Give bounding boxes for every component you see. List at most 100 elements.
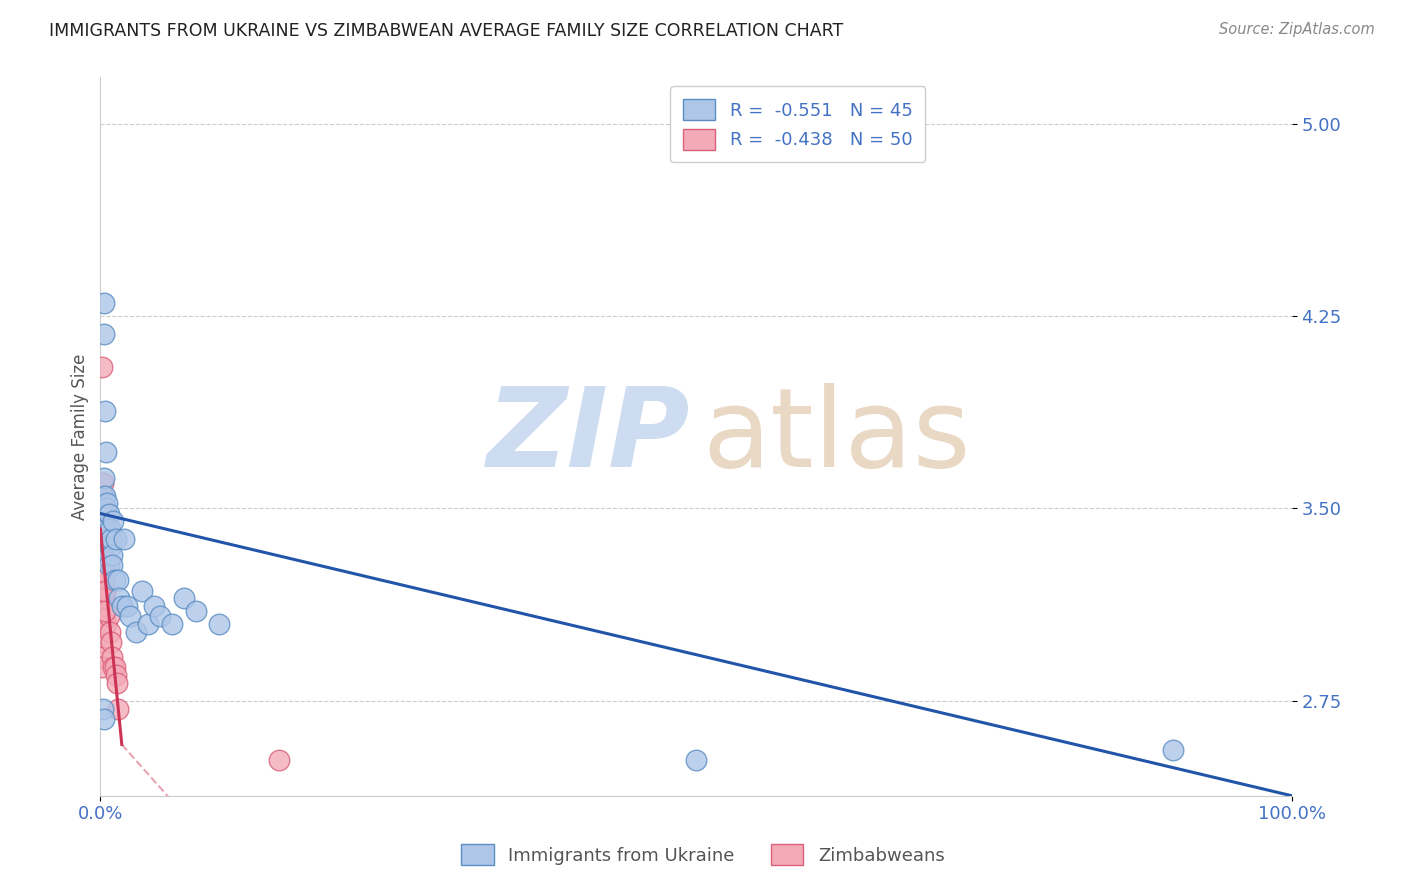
- Point: [90, 507, 112, 521]
- Point: [91, 558, 114, 572]
- Legend: R =  -0.551   N = 45, R =  -0.438   N = 50: R = -0.551 N = 45, R = -0.438 N = 50: [671, 87, 925, 162]
- Y-axis label: Average Family Size: Average Family Size: [72, 353, 89, 520]
- Text: Source: ZipAtlas.com: Source: ZipAtlas.com: [1219, 22, 1375, 37]
- Point: [93, 553, 115, 567]
- Point: [101, 548, 124, 562]
- Point: [108, 591, 131, 606]
- Point: [97, 609, 120, 624]
- Point: [93, 574, 115, 588]
- Point: [98, 522, 121, 536]
- Point: [93, 514, 115, 528]
- Point: [94, 566, 117, 580]
- Point: [149, 609, 172, 624]
- Point: [96, 599, 118, 613]
- Point: [208, 616, 231, 631]
- Point: [90, 360, 112, 375]
- Point: [96, 445, 118, 459]
- Point: [125, 624, 148, 639]
- Text: atlas: atlas: [702, 383, 970, 490]
- Legend: Immigrants from Ukraine, Zimbabweans: Immigrants from Ukraine, Zimbabweans: [453, 835, 953, 874]
- Point: [93, 591, 115, 606]
- Point: [94, 489, 117, 503]
- Point: [98, 540, 121, 554]
- Point: [91, 527, 114, 541]
- Point: [90, 553, 112, 567]
- Point: [91, 489, 114, 503]
- Point: [107, 701, 129, 715]
- Point: [93, 326, 115, 341]
- Point: [90, 489, 112, 503]
- Point: [90, 599, 112, 613]
- Point: [97, 507, 120, 521]
- Point: [104, 668, 127, 682]
- Point: [91, 501, 114, 516]
- Point: [98, 624, 121, 639]
- Point: [143, 599, 166, 613]
- Point: [105, 676, 128, 690]
- Point: [91, 701, 114, 715]
- Point: [93, 591, 115, 606]
- Point: [93, 609, 115, 624]
- Point: [93, 712, 115, 726]
- Point: [90, 635, 112, 649]
- Point: [94, 404, 117, 418]
- Point: [94, 583, 117, 598]
- Point: [90, 650, 112, 665]
- Text: ZIP: ZIP: [486, 383, 690, 490]
- Point: [96, 496, 118, 510]
- Point: [111, 599, 134, 613]
- Point: [91, 558, 114, 572]
- Point: [91, 522, 114, 536]
- Point: [131, 583, 153, 598]
- Point: [100, 533, 122, 547]
- Point: [96, 616, 118, 631]
- Point: [136, 616, 159, 631]
- Point: [90, 540, 112, 554]
- Point: [267, 753, 290, 767]
- Point: [101, 650, 124, 665]
- Point: [93, 470, 115, 484]
- Point: [91, 496, 114, 510]
- Point: [100, 635, 122, 649]
- Point: [90, 616, 112, 631]
- Point: [90, 583, 112, 598]
- Point: [91, 578, 114, 592]
- Point: [103, 660, 125, 674]
- Point: [90, 514, 112, 528]
- Point: [104, 533, 127, 547]
- Point: [91, 507, 114, 521]
- Point: [91, 540, 114, 554]
- Point: [685, 753, 707, 767]
- Point: [90, 660, 112, 674]
- Text: IMMIGRANTS FROM UKRAINE VS ZIMBABWEAN AVERAGE FAMILY SIZE CORRELATION CHART: IMMIGRANTS FROM UKRAINE VS ZIMBABWEAN AV…: [49, 22, 844, 40]
- Point: [91, 533, 114, 547]
- Point: [90, 568, 112, 582]
- Point: [93, 574, 115, 588]
- Point: [104, 660, 127, 674]
- Point: [96, 501, 118, 516]
- Point: [173, 591, 195, 606]
- Point: [97, 558, 120, 572]
- Point: [94, 604, 117, 618]
- Point: [90, 533, 112, 547]
- Point: [107, 574, 129, 588]
- Point: [93, 553, 115, 567]
- Point: [160, 616, 183, 631]
- Point: [101, 558, 124, 572]
- Point: [93, 533, 115, 547]
- Point: [91, 548, 114, 562]
- Point: [91, 475, 114, 490]
- Point: [96, 522, 118, 536]
- Point: [96, 599, 118, 613]
- Point: [91, 514, 114, 528]
- Point: [94, 583, 117, 598]
- Point: [90, 522, 112, 536]
- Point: [103, 514, 125, 528]
- Point: [93, 296, 115, 310]
- Point: [96, 533, 118, 547]
- Point: [184, 604, 207, 618]
- Point: [104, 574, 127, 588]
- Point: [94, 604, 117, 618]
- Point: [1161, 742, 1184, 756]
- Point: [112, 533, 135, 547]
